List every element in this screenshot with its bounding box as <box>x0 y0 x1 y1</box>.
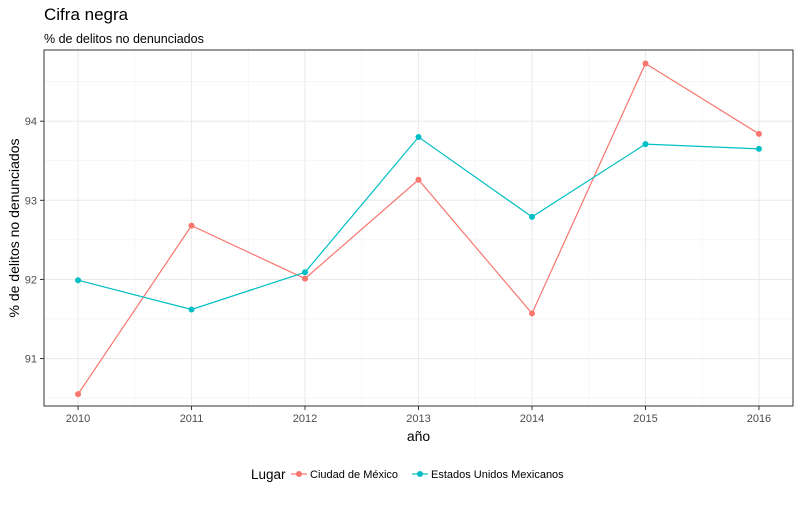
data-point <box>302 275 309 282</box>
legend-label: Ciudad de México <box>310 469 398 481</box>
data-point <box>642 60 649 67</box>
y-axis: 91 92 93 94 <box>25 116 44 366</box>
data-point <box>188 306 195 313</box>
chart-subtitle: % de delitos no denunciados <box>44 32 204 46</box>
data-point <box>528 310 535 317</box>
y-tick-label: 92 <box>25 274 37 286</box>
legend-key-point <box>296 471 302 477</box>
x-tick-label: 2010 <box>66 413 90 425</box>
x-tick-label: 2014 <box>520 413 544 425</box>
legend-key-point <box>417 471 423 477</box>
data-point <box>75 277 82 284</box>
data-point <box>755 145 762 152</box>
plot-panel <box>43 49 794 407</box>
x-tick-label: 2013 <box>406 413 430 425</box>
x-tick-label: 2016 <box>747 413 771 425</box>
x-tick-label: 2015 <box>633 413 657 425</box>
data-point <box>755 130 762 137</box>
data-point <box>188 222 195 229</box>
x-axis: 2010 2011 2012 2013 2014 2015 2016 <box>66 406 771 425</box>
y-tick-label: 93 <box>25 195 37 207</box>
data-point <box>415 134 422 141</box>
data-point <box>642 141 649 148</box>
legend-items: Ciudad de México Estados Unidos Mexicanos <box>291 469 564 481</box>
data-point <box>75 391 82 398</box>
data-point <box>302 269 309 276</box>
x-axis-title: año <box>407 428 431 444</box>
legend-title: Lugar <box>251 467 286 482</box>
y-axis-title: % de delitos no denunciados <box>6 138 22 317</box>
x-tick-label: 2012 <box>293 413 317 425</box>
legend: Lugar Ciudad de México Estados Unidos Mex… <box>251 467 564 482</box>
series-lines <box>75 60 762 398</box>
data-point <box>415 176 422 183</box>
chart-title: Cifra negra <box>44 5 129 24</box>
y-tick-label: 94 <box>25 116 37 128</box>
y-tick-label: 91 <box>25 354 37 366</box>
gridlines <box>44 50 793 406</box>
data-point <box>528 213 535 220</box>
x-tick-label: 2011 <box>180 413 204 425</box>
legend-label: Estados Unidos Mexicanos <box>431 469 564 481</box>
